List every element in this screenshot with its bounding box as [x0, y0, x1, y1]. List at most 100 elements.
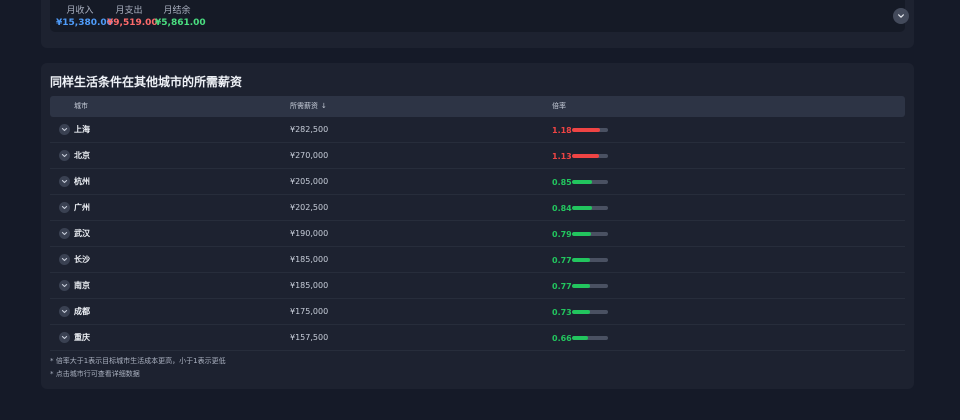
ratio-bar: [572, 336, 608, 340]
city-name: 杭州: [74, 177, 90, 186]
table-row[interactable]: 北京 ¥270,000 1.13: [50, 143, 905, 169]
stat-value: ¥5,861.00: [155, 18, 206, 28]
stat-label: 月收入: [66, 6, 94, 16]
required-salary: ¥282,500: [290, 125, 329, 134]
ratio-bar-fill: [572, 284, 591, 288]
chevron-down-icon: [61, 309, 68, 314]
column-header-salary[interactable]: 所需薪资 ↓: [290, 96, 327, 117]
ratio-bar: [572, 180, 608, 184]
ratio-bar: [572, 232, 608, 236]
expand-row-button[interactable]: [59, 202, 70, 213]
ratio-bar-fill: [572, 232, 591, 236]
stat-value: ¥15,380.00: [56, 18, 113, 28]
table-row[interactable]: 杭州 ¥205,000 0.85: [50, 169, 905, 195]
expand-row-button[interactable]: [59, 176, 70, 187]
required-salary: ¥175,000: [290, 307, 329, 316]
column-header-city: 城市: [74, 102, 88, 110]
required-salary: ¥157,500: [290, 333, 329, 342]
city-name: 成都: [74, 307, 90, 316]
ratio-bar: [572, 284, 608, 288]
table-row[interactable]: 长沙 ¥185,000 0.77: [50, 247, 905, 273]
summary-card: 月收入 ¥15,380.00 月支出 ¥9,519.00 月结余 ¥5,861.…: [41, 0, 914, 48]
ratio-cell: 0.84: [552, 195, 608, 221]
ratio-value: 1.13: [552, 151, 572, 161]
city-name: 上海: [74, 125, 90, 134]
required-salary: ¥190,000: [290, 229, 329, 238]
ratio-value: 0.84: [552, 203, 572, 213]
required-salary: ¥185,000: [290, 255, 329, 264]
required-salary: ¥185,000: [290, 281, 329, 290]
expand-row-button[interactable]: [59, 228, 70, 239]
expand-row-button[interactable]: [59, 280, 70, 291]
ratio-bar: [572, 206, 608, 210]
city-name: 北京: [74, 151, 90, 160]
table-row[interactable]: 上海 ¥282,500 1.18: [50, 117, 905, 143]
summary-panel: 月收入 ¥15,380.00 月支出 ¥9,519.00 月结余 ¥5,861.…: [50, 0, 909, 32]
chevron-down-icon: [61, 335, 68, 340]
ratio-value: 0.79: [552, 229, 572, 239]
ratio-bar: [572, 310, 608, 314]
city-name: 重庆: [74, 333, 90, 342]
expand-row-button[interactable]: [59, 150, 70, 161]
required-salary: ¥202,500: [290, 203, 329, 212]
ratio-bar-fill: [572, 258, 591, 262]
chevron-down-icon: [61, 205, 68, 210]
city-name: 武汉: [74, 229, 90, 238]
expand-row-button[interactable]: [59, 254, 70, 265]
chevron-down-icon: [61, 283, 68, 288]
stat-monthly-balance: 月结余 ¥5,861.00: [155, 6, 206, 30]
footnote: * 点击城市行可查看详细数据: [50, 370, 140, 378]
stat-label: 月结余: [163, 6, 191, 16]
expand-summary-button[interactable]: [893, 8, 909, 24]
ratio-bar-fill: [572, 128, 601, 132]
required-salary: ¥270,000: [290, 151, 329, 160]
chevron-down-icon: [61, 127, 68, 132]
column-header-salary-label: 所需薪资: [290, 102, 318, 110]
stat-label: 月支出: [115, 6, 143, 16]
section-title: 同样生活条件在其他城市的所需薪资: [50, 75, 243, 89]
ratio-value: 0.77: [552, 281, 572, 291]
ratio-bar: [572, 154, 608, 158]
ratio-cell: 0.73: [552, 299, 608, 325]
city-salary-card: 同样生活条件在其他城市的所需薪资 城市 所需薪资 ↓ 倍率 上海 ¥282,500 1…: [41, 63, 914, 389]
stat-value: ¥9,519.00: [107, 18, 158, 28]
table-row[interactable]: 武汉 ¥190,000 0.79: [50, 221, 905, 247]
chevron-down-icon: [61, 179, 68, 184]
footnote: * 倍率大于1表示目标城市生活成本更高，小于1表示更低: [50, 357, 226, 365]
ratio-cell: 0.79: [552, 221, 608, 247]
expand-row-button[interactable]: [59, 124, 70, 135]
table-body: 上海 ¥282,500 1.18 北京 ¥270,000 1.13 杭州 ¥205,000 0.…: [50, 117, 905, 351]
stat-monthly-expense: 月支出 ¥9,519.00: [107, 6, 158, 30]
city-name: 广州: [74, 203, 90, 212]
column-header-ratio: 倍率: [552, 102, 566, 110]
ratio-bar-fill: [572, 336, 588, 340]
ratio-cell: 1.13: [552, 143, 608, 169]
ratio-cell: 0.85: [552, 169, 608, 195]
chevron-down-icon: [61, 257, 68, 262]
expand-row-button[interactable]: [59, 332, 70, 343]
ratio-value: 0.66: [552, 333, 572, 343]
chevron-down-icon: [61, 153, 68, 158]
ratio-cell: 0.77: [552, 247, 608, 273]
ratio-bar-fill: [572, 154, 600, 158]
city-name: 长沙: [74, 255, 90, 264]
ratio-bar-fill: [572, 206, 593, 210]
table-row[interactable]: 广州 ¥202,500 0.84: [50, 195, 905, 221]
ratio-value: 0.73: [552, 307, 572, 317]
stat-monthly-income: 月收入 ¥15,380.00: [56, 6, 113, 30]
table-row[interactable]: 重庆 ¥157,500 0.66: [50, 325, 905, 351]
ratio-bar: [572, 258, 608, 262]
ratio-value: 1.18: [552, 125, 572, 135]
expand-row-button[interactable]: [59, 306, 70, 317]
ratio-cell: 0.66: [552, 325, 608, 351]
table-row[interactable]: 南京 ¥185,000 0.77: [50, 273, 905, 299]
table-header: 城市 所需薪资 ↓ 倍率: [50, 96, 905, 117]
required-salary: ¥205,000: [290, 177, 329, 186]
arrow-down-icon: ↓: [321, 102, 327, 110]
ratio-bar-fill: [572, 310, 590, 314]
ratio-cell: 1.18: [552, 117, 608, 143]
ratio-cell: 0.77: [552, 273, 608, 299]
chevron-down-icon: [61, 231, 68, 236]
ratio-value: 0.77: [552, 255, 572, 265]
table-row[interactable]: 成都 ¥175,000 0.73: [50, 299, 905, 325]
